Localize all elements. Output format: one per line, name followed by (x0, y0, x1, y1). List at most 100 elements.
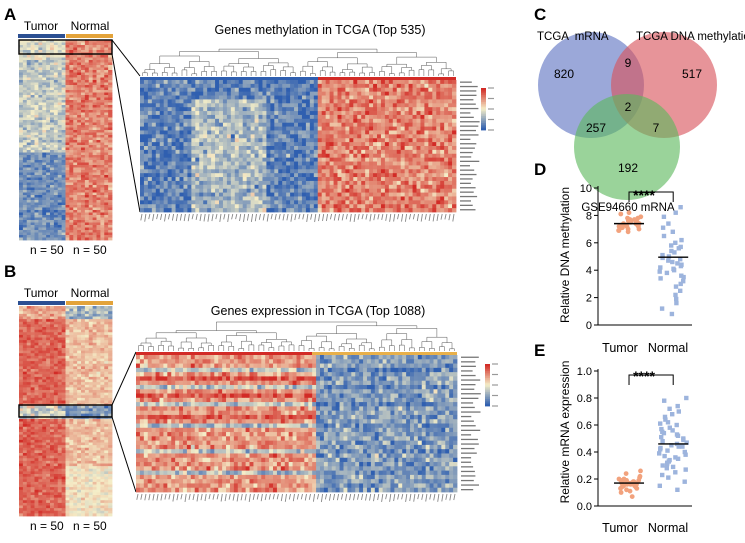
panel-a-overview-cell (53, 195, 59, 198)
panel-b-overview-cell (88, 306, 94, 310)
panel-a-overview-cell (88, 147, 94, 151)
panel-a-zoom-cell (380, 114, 386, 120)
panel-a-zoom-cell (301, 173, 307, 178)
panel-a-zoom-cell (262, 111, 267, 116)
panel-a-overview-cell (53, 55, 59, 58)
panel-a-overview-cell (57, 140, 63, 143)
panel-a-overview-cell (38, 207, 43, 211)
panel-a-zoom-cell (278, 99, 283, 104)
panel-a-zoom-cell (341, 180, 346, 186)
panel-a-zoom-cell (317, 114, 323, 120)
panel-a-zoom-cell (286, 180, 291, 186)
panel-a-zoom-cell (380, 80, 386, 85)
panel-a-zoom-cell (384, 134, 390, 139)
panel-a-zoom-cell (301, 99, 307, 104)
panel-a-zoom-cell (187, 184, 192, 190)
panel-a-overview-cell (108, 160, 113, 163)
panel-a-overview-cell (30, 105, 35, 108)
panel-a-overview-cell (84, 190, 90, 193)
panel-a-zoom-cell (380, 118, 386, 124)
panel-a-zoom-cell (396, 126, 402, 131)
panel-a-zoom-cell (179, 91, 184, 96)
panel-a-overview-cell (26, 167, 32, 171)
panel-a-zoom-cell (313, 177, 319, 182)
panel-a-zoom-cell (309, 99, 315, 104)
dendrogram-branch (359, 72, 365, 76)
panel-a-overview-cell (30, 145, 35, 148)
panel-a-overview-cell (26, 112, 32, 116)
panel-a-zoom-cell (329, 126, 334, 131)
panel-a-zoom-cell (290, 118, 295, 124)
panel-a-zoom-cell (258, 142, 263, 147)
panel-a-zoom-cell (428, 114, 433, 120)
panel-a-overview-cell (96, 140, 101, 143)
panel-a-zoom-cell (301, 208, 307, 213)
panel-a-zoom-cell (325, 165, 330, 170)
panel-a-overview-cell (96, 235, 101, 238)
panel-a-zoom-cell (183, 149, 188, 155)
panel-a-zoom-cell (392, 161, 398, 166)
panel-letter-d: D (534, 160, 546, 179)
panel-a-zoom-cell (448, 157, 453, 162)
panel-a-zoom-cell (380, 91, 386, 96)
panel-a-zoom-cell (384, 138, 390, 143)
panel-a-overview-cell (81, 117, 86, 121)
panel-a-overview-cell (30, 75, 35, 78)
panel-a-zoom-cell (321, 200, 327, 205)
panel-a-zoom-cell (254, 122, 259, 127)
panel-a-zoom-cell (388, 177, 394, 182)
panel-a-zoom-cell (282, 114, 287, 120)
panel-a-zoom-cell (357, 111, 362, 116)
panel-a-overview-cell (65, 47, 70, 51)
panel-a-overview-cell (81, 197, 86, 201)
panel-b-overview-cell (108, 316, 113, 320)
panel-a-overview-cell (30, 200, 35, 203)
panel-a-overview-cell (30, 165, 35, 168)
panel-a-zoom-cell (191, 126, 196, 131)
panel-a-overview-cell (61, 195, 66, 198)
panel-a-zoom-cell (412, 122, 417, 127)
panel-a-zoom-cell (140, 208, 145, 213)
panel-a-zoom-cell (448, 126, 453, 131)
panel-a-overview-cell (73, 102, 78, 106)
panel-a-zoom-cell (179, 161, 184, 166)
panel-a-zoom-cell (262, 83, 267, 89)
panel-a-zoom-cell (246, 146, 251, 151)
panel-a-zoom-cell (270, 157, 275, 162)
panel-a-overview-cell (104, 150, 109, 153)
panel-a-zoom-cell (369, 149, 374, 155)
panel-a-overview-cell (96, 130, 101, 133)
panel-a-zoom-cell (369, 169, 374, 174)
panel-a-zoom-cell (408, 165, 413, 170)
panel-a-zoom-cell (282, 146, 287, 151)
panel-a-overview-cell (61, 192, 66, 196)
panel-a-zoom-cell (286, 146, 291, 151)
panel-a-overview-cell (53, 150, 59, 153)
panel-a-overview-cell (46, 202, 51, 206)
panel-a-zoom-cell (333, 83, 338, 89)
panel-a-zoom-cell (309, 208, 315, 213)
panel-a-overview-cell (42, 105, 47, 108)
panel-a-overview-cell (53, 172, 59, 176)
panel-a-zoom-cell (266, 157, 271, 162)
panel-a-zoom-cell (396, 87, 402, 93)
panel-a-zoom-cell (329, 95, 334, 100)
panel-a-overview-cell (61, 85, 66, 88)
panel-a-overview-cell (73, 230, 78, 233)
panel-a-overview-cell (81, 87, 86, 91)
panel-a-zoom-cell (400, 173, 406, 178)
panel-a-zoom-cell (278, 142, 283, 147)
panel-a-zoom-cell (238, 130, 244, 135)
panel-a-zoom-cell (424, 165, 429, 170)
row-label-mark (460, 99, 474, 101)
panel-a-overview-cell (34, 185, 39, 188)
panel-a-overview-cell (38, 102, 43, 106)
panel-a-overview-cell (81, 232, 86, 236)
panel-a-zoom-cell (313, 169, 319, 174)
column-label-mark (420, 213, 423, 222)
panel-a-zoom-cell (294, 91, 299, 96)
panel-a-zoom-cell (183, 138, 188, 143)
panel-a-zoom-cell (345, 204, 350, 209)
panel-a-zoom-cell (211, 165, 216, 170)
panel-a-overview-cell (92, 120, 97, 123)
